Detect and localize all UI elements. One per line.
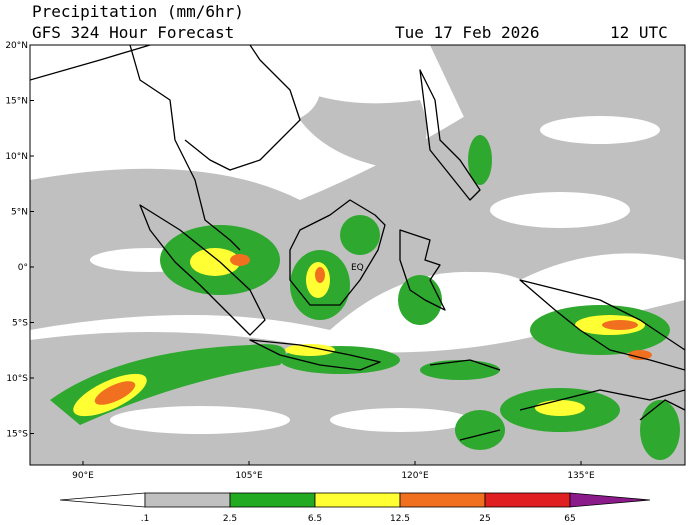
- lon-label: 135°E: [567, 471, 595, 481]
- date: Tue 17 Feb 2026: [395, 23, 540, 42]
- colorbar-segment: [314, 492, 401, 508]
- colorbar-segment: [229, 492, 316, 508]
- map-frame: [29, 44, 686, 466]
- coastlines: [30, 45, 685, 441]
- colorbar-segment: [399, 492, 486, 508]
- lat-label: 0°: [18, 263, 28, 273]
- lat-label: 15°N: [5, 97, 28, 107]
- colorbar-label: 25: [479, 514, 490, 524]
- colorbar-segment: [484, 492, 571, 508]
- lat-label: 20°N: [5, 41, 28, 51]
- colorbar-under: [59, 492, 146, 508]
- colorbar-label: 12.5: [390, 514, 410, 524]
- lat-label: 10°N: [5, 152, 28, 162]
- colorbar-segment: [144, 492, 231, 508]
- colorbar-over: [569, 492, 651, 508]
- colorbar: .1 2.5 6.5 12.5 25 65: [59, 492, 651, 524]
- colorbar-label: 6.5: [308, 514, 322, 524]
- lon-label: 90°E: [72, 471, 94, 481]
- colorbar-label: .1: [141, 514, 150, 524]
- precip-intense: [94, 254, 652, 405]
- lat-label: 5°S: [12, 319, 28, 329]
- colorbar-label: 2.5: [223, 514, 237, 524]
- lat-label: 10°S: [6, 374, 28, 384]
- precip-field: [30, 45, 685, 465]
- lon-label: 120°E: [401, 471, 429, 481]
- map: EQ 20°N 15°N 10°N 5°N 0° 5°S 10°S 15°S 90°E 105°E…: [5, 41, 686, 481]
- time: 12 UTC: [610, 23, 668, 42]
- colorbar-label: 65: [564, 514, 575, 524]
- equator-label: EQ: [351, 263, 364, 273]
- title: Precipitation (mm/6hr): [32, 2, 244, 21]
- lat-label: 15°S: [6, 430, 28, 440]
- subtitle: GFS 324 Hour Forecast: [32, 23, 234, 42]
- lat-label: 5°N: [11, 208, 28, 218]
- lon-label: 105°E: [235, 471, 263, 481]
